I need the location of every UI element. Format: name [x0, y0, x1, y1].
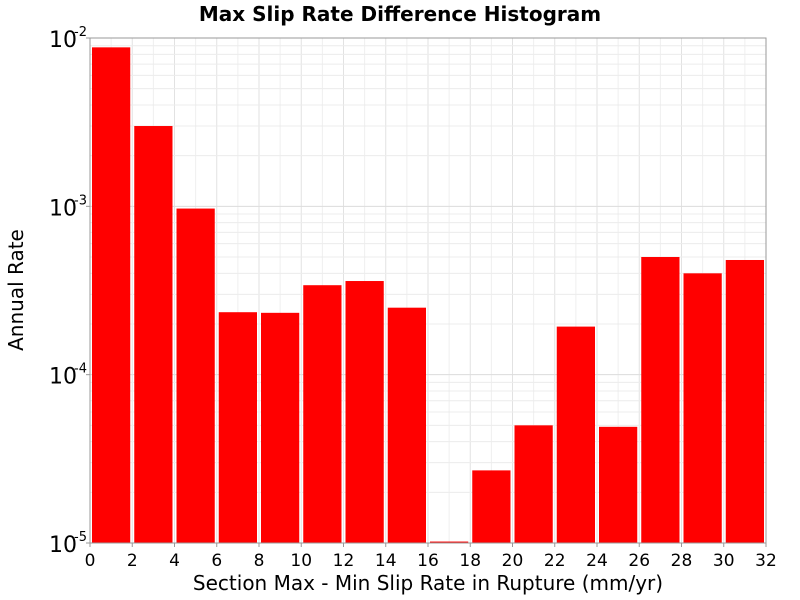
y-tick-label-base: 10	[49, 28, 77, 53]
x-tick-label: 18	[459, 551, 481, 571]
x-tick-label: 10	[290, 551, 312, 571]
histogram-bar	[261, 312, 300, 543]
y-tick-label-base: 10	[49, 196, 77, 221]
x-tick-label: 0	[85, 551, 96, 571]
y-tick-label-base: 10	[49, 365, 77, 390]
histogram-bar	[514, 425, 553, 543]
x-tick-label: 32	[755, 551, 777, 571]
histogram-bar	[303, 285, 342, 543]
histogram-bar	[430, 541, 469, 543]
x-tick-label: 22	[544, 551, 566, 571]
x-tick-label: 12	[333, 551, 355, 571]
histogram-bar	[683, 273, 722, 543]
x-ticks: 0 2 4 6 8 10 12 14 16 18 20 22 24 26 28 30 32	[85, 543, 777, 571]
x-axis-label: Section Max - Min Slip Rate in Rupture (…	[192, 571, 664, 595]
histogram-bar	[641, 257, 680, 543]
histogram-bar	[218, 312, 257, 543]
x-tick-label: 24	[586, 551, 608, 571]
y-tick-label-exponent: -5	[74, 530, 87, 545]
x-tick-label: 4	[169, 551, 180, 571]
x-tick-label: 8	[254, 551, 265, 571]
y-tick-label-exponent: -4	[74, 362, 87, 377]
histogram-bar	[92, 47, 131, 543]
histogram-bar	[472, 470, 511, 543]
x-tick-label: 28	[671, 551, 693, 571]
bar-layer	[92, 47, 764, 544]
histogram-bar	[176, 208, 215, 543]
y-tick-label-exponent: -3	[74, 193, 87, 208]
x-tick-label: 16	[417, 551, 439, 571]
histogram-bar	[556, 326, 595, 543]
x-tick-label: 2	[127, 551, 138, 571]
chart-title: Max Slip Rate Difference Histogram	[198, 2, 602, 26]
histogram-bar	[725, 259, 764, 543]
x-tick-label: 14	[375, 551, 397, 571]
x-tick-label: 20	[502, 551, 524, 571]
x-tick-label: 6	[211, 551, 222, 571]
histogram-bar	[599, 426, 638, 543]
x-tick-label: 30	[713, 551, 735, 571]
x-tick-label: 26	[628, 551, 650, 571]
y-tick-label-exponent: -2	[74, 25, 87, 40]
y-tick-label-base: 10	[49, 533, 77, 558]
y-ticks: 10-510-410-310-2	[49, 25, 90, 558]
histogram-bar	[345, 281, 384, 543]
histogram-bar	[134, 126, 173, 544]
histogram-bar	[387, 307, 426, 543]
